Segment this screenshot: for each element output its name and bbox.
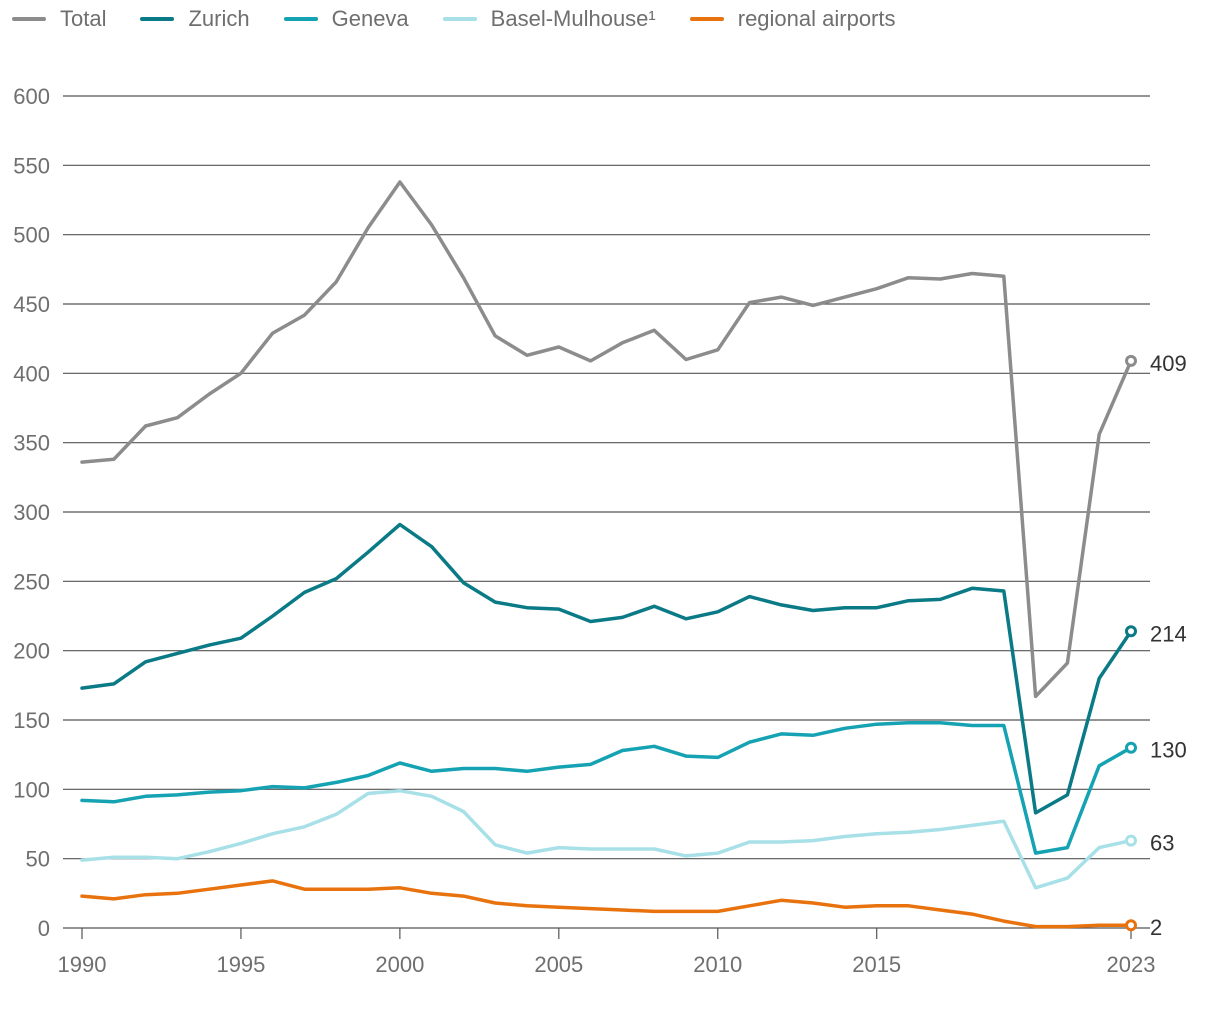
end-value-label: 63: [1150, 831, 1174, 856]
legend-swatch: [689, 17, 724, 21]
legend-label: Zurich: [188, 6, 250, 31]
y-tick-label: 550: [13, 153, 50, 178]
x-tick-label: 2010: [693, 952, 742, 977]
end-value-label: 2: [1150, 915, 1162, 940]
gridlines: [63, 95, 1150, 929]
y-tick-label: 200: [13, 639, 50, 664]
legend-swatch: [140, 17, 175, 21]
y-tick-label: 0: [38, 916, 50, 941]
y-tick-label: 300: [13, 500, 50, 525]
y-tick-label: 600: [13, 84, 50, 109]
legend-swatch: [283, 17, 318, 21]
legend-item: Basel-Mulhouse¹: [442, 6, 656, 32]
x-tick-label: 1990: [58, 952, 107, 977]
endpoint-marker: [1125, 919, 1137, 932]
x-tick-label: 1995: [216, 952, 265, 977]
x-tick-label: 2015: [852, 952, 901, 977]
series-line: [80, 788, 1133, 890]
y-tick-label: 150: [13, 708, 50, 733]
endpoint-marker: [1125, 834, 1137, 847]
y-tick-label: 450: [13, 292, 50, 317]
y-tick-label: 100: [13, 777, 50, 802]
legend-swatch: [442, 17, 477, 21]
series-line: [80, 180, 1133, 699]
series-endpoints: 409 214 130 63 2: [1125, 351, 1187, 940]
x-tick-label: 2023: [1107, 952, 1156, 977]
x-tick-label: 2000: [375, 952, 424, 977]
y-axis-ticks: 0 50 100 150 200 250 300 350 400 450 500 550 600: [13, 84, 50, 941]
legend-item: regional airports: [689, 6, 896, 32]
end-value-label: 409: [1150, 351, 1187, 376]
x-tick-label: 2005: [534, 952, 583, 977]
series-line: [80, 522, 1133, 815]
series-lines: [80, 180, 1133, 929]
chart-legend: Total Zurich Geneva Basel-Mulhouse¹ regional…: [12, 4, 930, 34]
endpoint-marker: [1125, 741, 1137, 754]
series-line: [80, 721, 1133, 855]
y-tick-label: 50: [26, 847, 50, 872]
legend-label: regional airports: [737, 6, 896, 31]
legend-swatch: [12, 17, 46, 21]
y-tick-label: 400: [13, 361, 50, 386]
end-value-label: 214: [1150, 621, 1187, 646]
endpoint-marker: [1125, 354, 1137, 367]
y-tick-label: 500: [13, 223, 50, 248]
legend-label: Total: [60, 6, 107, 31]
series-line: [80, 879, 1133, 929]
legend-item: Geneva: [283, 6, 409, 32]
endpoint-marker: [1125, 625, 1137, 638]
legend-label: Basel-Mulhouse¹: [490, 6, 656, 31]
y-tick-label: 250: [13, 569, 50, 594]
end-value-label: 130: [1150, 738, 1187, 763]
x-axis: 1990 1995 2000 2005 2010 2015 2023: [58, 928, 1156, 977]
legend-item: Total: [12, 6, 106, 32]
legend-item: Zurich: [140, 6, 250, 32]
legend-label: Geneva: [331, 6, 409, 31]
y-tick-label: 350: [13, 431, 50, 456]
